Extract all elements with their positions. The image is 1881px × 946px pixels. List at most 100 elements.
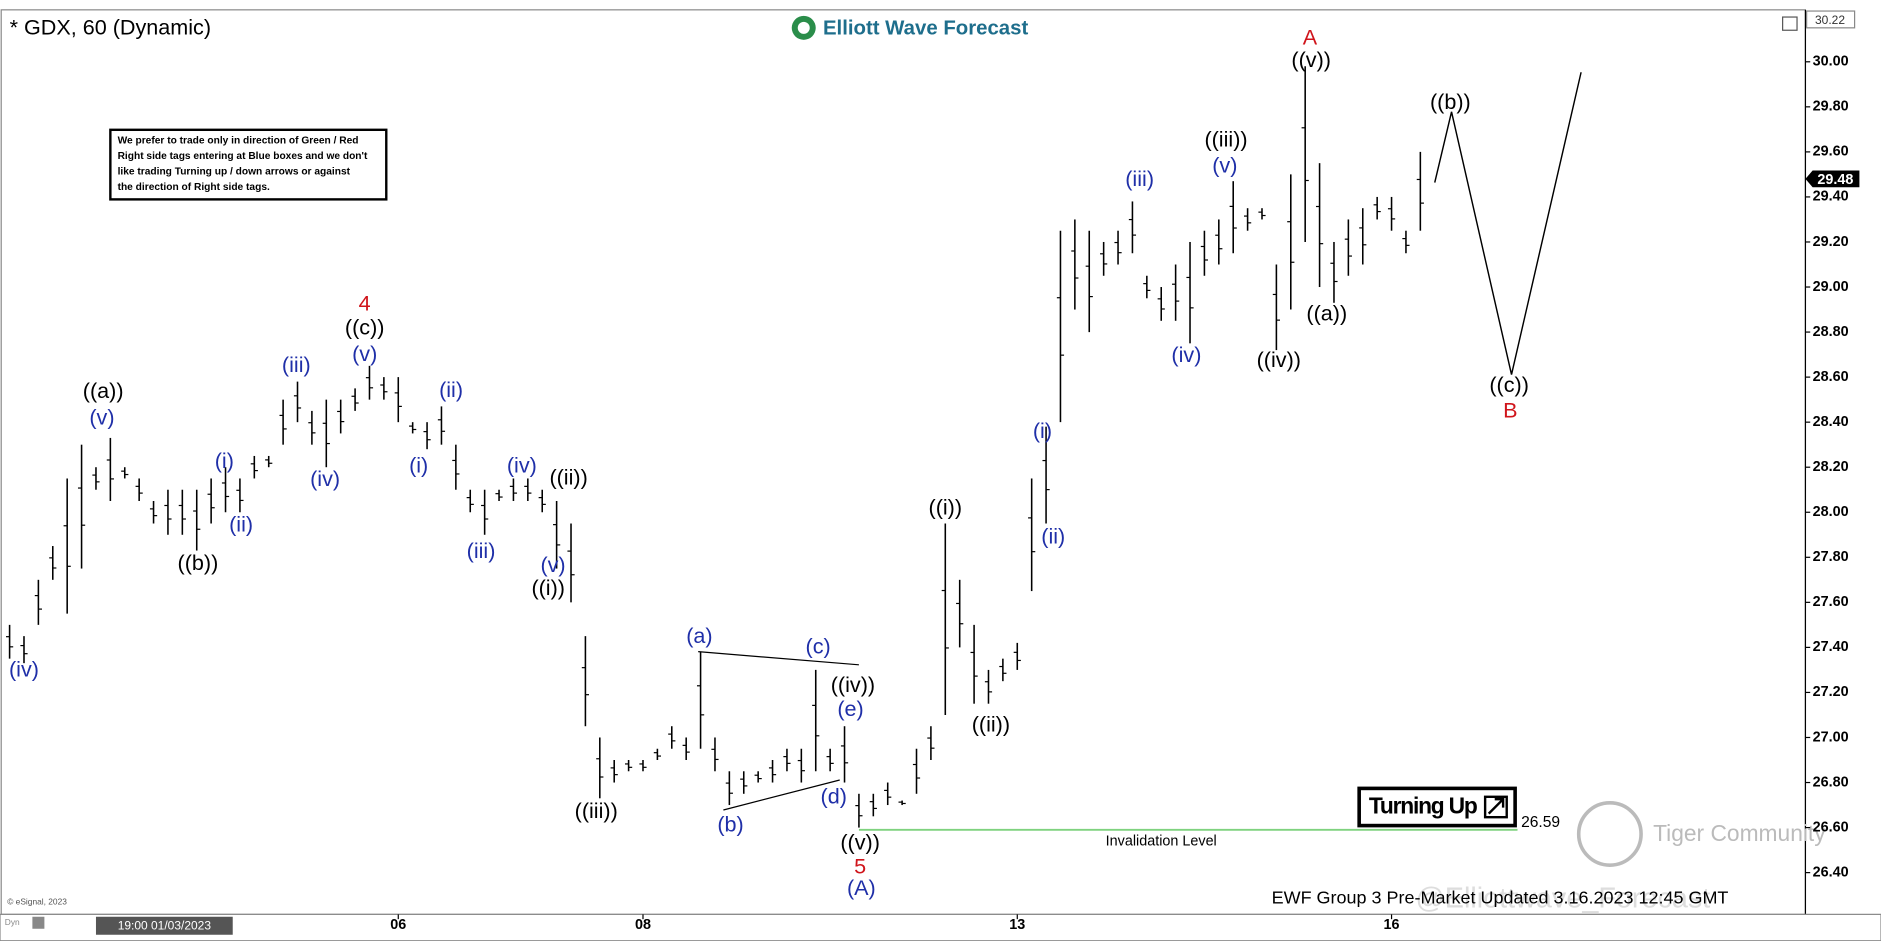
y-tick-label: 27.20 [1813,684,1849,700]
wave-label: ((b)) [178,550,219,575]
wave-label: (v) [352,341,377,366]
wave-label: (iv) [507,453,537,478]
wave-label: ((i)) [929,495,963,520]
wave-label: B [1503,397,1517,422]
wave-label: ((c)) [1489,372,1529,397]
wave-label: (ii) [229,511,253,536]
wave-label: (i) [409,453,428,478]
note-line: like trading Turning up / down arrows or… [118,166,351,177]
note-line: Right side tags entering at Blue boxes a… [118,151,368,162]
y-tick-label: 26.40 [1813,864,1849,880]
wave-label: (b) [717,811,743,836]
mode-icon [32,916,45,929]
watermark-icon [1576,800,1643,867]
logo-text: Elliott Wave Forecast [823,17,1029,39]
signal-text: Turning Up [1369,793,1477,819]
y-top-box [1806,10,1856,29]
logo-icon-inner [797,21,810,34]
wave-label: ((ii)) [972,712,1010,737]
y-tick-label: 29.00 [1813,279,1849,295]
wave-label: ((b)) [1430,89,1471,114]
watermark-text: Tiger Community [1653,820,1826,846]
wave-label: (v) [89,405,114,430]
x-tick-label: 08 [635,917,651,933]
wave-label: (ii) [1041,523,1065,548]
note-box [109,128,388,201]
last-price-label: 29.48 [1817,172,1853,188]
mode-label: Dyn [5,917,20,927]
y-tick-label: 29.60 [1813,144,1849,160]
x-tick-label: 06 [390,917,406,933]
wave-label: (d) [821,784,847,809]
wave-label: 4 [359,291,371,316]
note-line: We prefer to trade only in direction of … [118,135,359,146]
y-tick-label: 28.60 [1813,369,1849,385]
copyright: © eSignal, 2023 [7,897,67,907]
wave-label: (iv) [310,466,340,491]
wave-label: ((v)) [1291,47,1331,72]
y-tick-label: 28.80 [1813,324,1849,340]
y-tick-label: 26.60 [1813,819,1849,835]
wave-label: ((c)) [345,315,385,340]
cursor-date-box [95,916,233,935]
watermark-handle: @Elliottwave_Forecast [1416,883,1711,915]
wave-label: ((iv)) [831,672,875,697]
y-top-label: 30.22 [1815,13,1845,27]
triangle-line [723,779,840,811]
wave-label: (iv) [9,657,39,682]
y-tick-label: 30.00 [1813,54,1849,70]
x-tick-label: 13 [1009,917,1025,933]
wave-label: ((i)) [531,575,565,600]
signal-arrow [1487,797,1505,815]
wave-label: (iii) [467,538,496,563]
invalidation-value: 26.59 [1521,814,1560,831]
y-tick-label: 28.00 [1813,504,1849,520]
wave-label: ((iii)) [575,798,618,823]
y-tick-label: 27.40 [1813,639,1849,655]
wave-label: (v) [540,552,565,577]
wave-label: (iii) [1125,166,1154,191]
wave-label: (e) [837,696,863,721]
wave-label: (iv) [1171,342,1201,367]
wave-label: (c) [806,634,831,659]
signal-box [1357,786,1517,828]
note-line: the direction of Right side tags. [118,182,270,193]
window-button [1782,16,1798,31]
y-tick-label: 29.20 [1813,234,1849,250]
wave-label: ((a)) [83,378,124,403]
y-tick-label: 28.40 [1813,414,1849,430]
wave-label: (i) [1033,418,1052,443]
wave-label: ((iii)) [1204,126,1247,151]
y-tick-label: 27.60 [1813,594,1849,610]
y-tick-label: 27.00 [1813,729,1849,745]
y-tick-label: 29.40 [1813,189,1849,205]
wave-label: (ii) [439,377,463,402]
projection-path [1434,72,1582,375]
x-tick-label: 16 [1384,917,1400,933]
cursor-date: 19:00 01/03/2023 [118,919,212,933]
wave-label: A [1303,24,1318,49]
y-tick-label: 29.80 [1813,99,1849,115]
triangle-line [698,651,859,666]
y-tick-label: 26.80 [1813,774,1849,790]
last-price-marker [1805,170,1860,188]
y-tick-label: 28.20 [1813,459,1849,475]
wave-label: ((ii)) [549,465,587,490]
wave-label: 5 [854,853,866,878]
wave-label: ((v)) [840,829,880,854]
y-tick-label: 27.80 [1813,549,1849,565]
wave-label: ((a)) [1306,300,1347,325]
invalidation-label: Invalidation Level [1106,834,1217,850]
x-axis-strip [0,913,1881,942]
wave-label: (A) [847,875,876,900]
wave-label: ((iv)) [1257,347,1301,372]
wave-label: (i) [215,448,234,473]
footer-updated: EWF Group 3 Pre-Market Updated 3.16.2023… [1272,888,1729,908]
signal-icon [1483,795,1508,819]
wave-label: (a) [686,623,712,648]
symbol-title: * GDX, 60 (Dynamic) [10,15,211,40]
wave-label: (iii) [282,352,311,377]
wave-label: (v) [1212,153,1237,178]
